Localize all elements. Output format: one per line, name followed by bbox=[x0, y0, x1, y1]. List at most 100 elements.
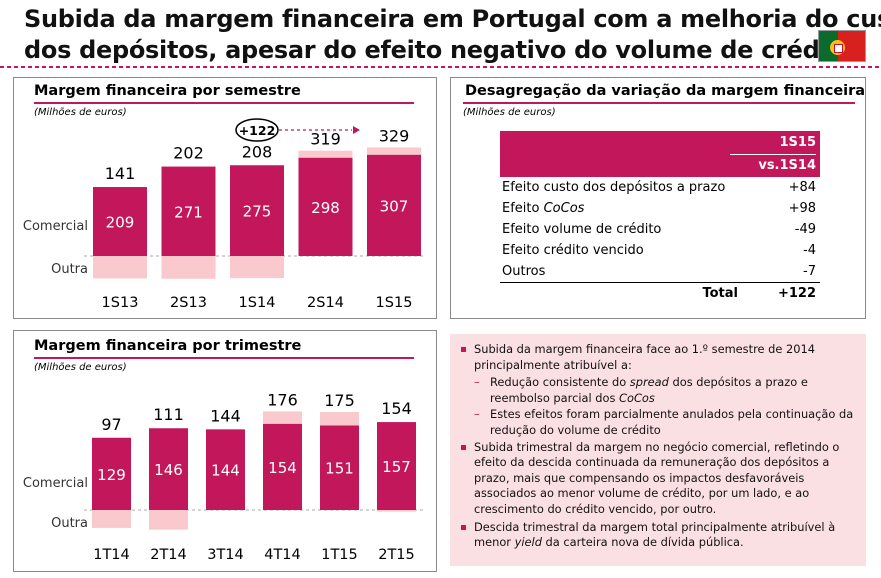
breakdown-row: Outros -7 bbox=[500, 261, 820, 282]
x-tick-label: 1S14 bbox=[239, 295, 276, 311]
breakdown-panel: Desagregação da variação da margem finan… bbox=[450, 77, 866, 319]
breakdown-row-label: Efeito volume de crédito bbox=[502, 222, 662, 237]
bar-value-label: 154 bbox=[268, 459, 297, 477]
chart-panel-semester: Margem financeira por semestre (Milhões … bbox=[13, 77, 437, 319]
bar-total-label: 176 bbox=[267, 390, 298, 409]
breakdown-total-value: +122 bbox=[777, 286, 816, 301]
breakdown-title: Desagregação da variação da margem finan… bbox=[465, 83, 866, 99]
x-tick-label: 1S15 bbox=[376, 295, 413, 311]
breakdown-row: Efeito volume de crédito -49 bbox=[500, 219, 820, 240]
page-title-line1: Subida da margem financeira em Portugal … bbox=[24, 5, 881, 33]
bar-value-label: 151 bbox=[325, 460, 354, 478]
bar-comercial bbox=[149, 428, 188, 510]
breakdown-title-underline bbox=[463, 102, 855, 104]
bar-total-label: 111 bbox=[153, 405, 184, 424]
bar-comercial bbox=[230, 165, 284, 256]
annotation-bubble bbox=[235, 118, 279, 142]
chart-title-semester: Margem financeira por semestre bbox=[34, 83, 301, 99]
bar-comercial bbox=[93, 187, 147, 256]
breakdown-subtitle: (Milhões de euros) bbox=[463, 107, 556, 118]
bar-total-label: 97 bbox=[101, 415, 121, 434]
bullet-item: Subida trimestral da margem no negócio c… bbox=[460, 440, 858, 518]
bar-comercial bbox=[367, 154, 421, 256]
x-tick-label: 4T14 bbox=[264, 547, 301, 563]
breakdown-table: 1S15 vs.1S14 Efeito custo dos depósitos … bbox=[500, 131, 820, 303]
breakdown-total-label: Total bbox=[702, 286, 738, 301]
bar-outra bbox=[149, 510, 188, 530]
bar-comercial bbox=[320, 425, 359, 510]
chart-panel-quarter: Margem financeira por trimestre (Milhões… bbox=[13, 330, 437, 572]
bar-outra bbox=[92, 510, 131, 528]
bar-total-label: 154 bbox=[381, 399, 412, 418]
bar-comercial bbox=[377, 422, 416, 510]
chart-subtitle-semester: (Milhões de euros) bbox=[34, 107, 127, 118]
breakdown-row-value: +98 bbox=[788, 201, 816, 216]
breakdown-header-period: 1S15 bbox=[730, 132, 816, 155]
x-tick-label: 2S14 bbox=[307, 295, 344, 311]
bar-outra bbox=[263, 411, 302, 424]
page-title: Subida da margem financeira em Portugal … bbox=[24, 4, 881, 66]
chart-quarter: Comercial Outra 129 97 1T14 146 111 2T14 144 144 3… bbox=[23, 390, 424, 563]
bar-comercial bbox=[161, 166, 216, 256]
bar-total-label: 144 bbox=[210, 406, 241, 425]
breakdown-row-label: Efeito CoCos bbox=[502, 201, 585, 216]
breakdown-header-comparison: vs.1S14 bbox=[758, 158, 816, 173]
bar-value-label: 157 bbox=[382, 458, 411, 476]
breakdown-row: Efeito crédito vencido -4 bbox=[500, 240, 820, 261]
bar-total-label: 208 bbox=[242, 142, 273, 161]
breakdown-row-value: +84 bbox=[788, 180, 816, 195]
sub-bullet-item: Redução consistente do spread dos depósi… bbox=[460, 375, 858, 406]
bar-total-label: 319 bbox=[310, 130, 341, 149]
bar-outra bbox=[161, 256, 216, 279]
bar-outra bbox=[377, 510, 416, 512]
breakdown-row: Efeito CoCos +98 bbox=[500, 198, 820, 219]
breakdown-row-label: Efeito custo dos depósitos a prazo bbox=[502, 180, 726, 195]
dotted-divider bbox=[0, 66, 881, 68]
bar-comercial bbox=[92, 437, 131, 510]
bar-outra bbox=[320, 412, 359, 426]
bar-outra bbox=[298, 150, 353, 158]
bar-total-label: 202 bbox=[173, 144, 204, 163]
annotation-arrow-head bbox=[353, 126, 360, 134]
bar-comercial bbox=[206, 429, 245, 510]
x-tick-label: 1T15 bbox=[321, 547, 358, 563]
x-tick-label: 1T14 bbox=[93, 547, 130, 563]
chart-title-quarter: Margem financeira por trimestre bbox=[34, 338, 302, 354]
breakdown-table-header: 1S15 vs.1S14 bbox=[500, 131, 820, 177]
x-tick-label: 2T15 bbox=[378, 547, 415, 563]
x-tick-label: 2S13 bbox=[170, 295, 207, 311]
sub-bullet-item: Estes efeitos foram parcialmente anulado… bbox=[460, 407, 858, 438]
bar-value-label: 146 bbox=[154, 461, 183, 479]
bullet-item: Descida trimestral da margem total princ… bbox=[460, 520, 858, 551]
commentary-box: Subida da margem financeira face ao 1.º … bbox=[450, 334, 866, 566]
breakdown-row-label: Efeito crédito vencido bbox=[502, 243, 644, 258]
bar-comercial bbox=[298, 157, 353, 256]
annotation-label: +122 bbox=[239, 123, 276, 138]
bar-outra bbox=[367, 147, 421, 155]
chart-subtitle-quarter: (Milhões de euros) bbox=[34, 362, 127, 373]
bar-outra bbox=[230, 256, 284, 279]
bar-outra bbox=[93, 256, 147, 279]
row-label-comercial: Comercial bbox=[23, 219, 88, 234]
chart-title-underline bbox=[34, 357, 414, 359]
breakdown-row-value: -4 bbox=[803, 243, 816, 258]
bar-total-label: 141 bbox=[105, 164, 136, 183]
x-tick-label: 1S13 bbox=[102, 295, 139, 311]
breakdown-row-value: -49 bbox=[794, 222, 816, 237]
bar-value-label: 298 bbox=[311, 199, 340, 217]
bar-value-label: 144 bbox=[211, 462, 240, 480]
row-label-outra: Outra bbox=[51, 516, 88, 531]
portugal-flag-icon bbox=[818, 30, 866, 62]
bar-value-label: 271 bbox=[174, 203, 203, 221]
bar-value-label: 307 bbox=[380, 197, 409, 215]
row-label-comercial: Comercial bbox=[23, 476, 88, 491]
chart-semester: Comercial Outra 209 141 1S13 271 202 2S13 275 208… bbox=[23, 118, 424, 311]
bar-comercial bbox=[263, 423, 302, 510]
breakdown-row-value: -7 bbox=[803, 264, 816, 279]
breakdown-row: Efeito custo dos depósitos a prazo +84 bbox=[500, 177, 820, 198]
breakdown-row-label: Outros bbox=[502, 264, 546, 279]
bar-total-label: 329 bbox=[379, 126, 410, 145]
bar-value-label: 275 bbox=[243, 203, 272, 221]
bar-value-label: 129 bbox=[97, 466, 126, 484]
chart-title-underline bbox=[34, 102, 414, 104]
